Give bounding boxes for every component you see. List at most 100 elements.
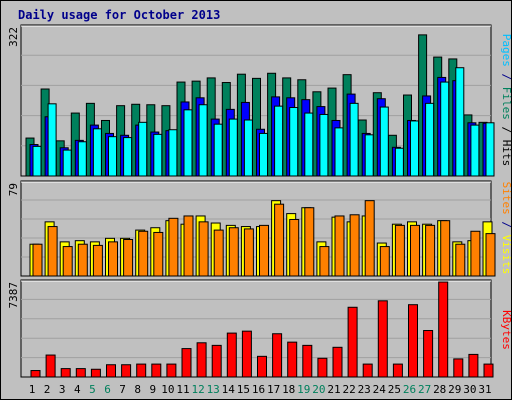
bar-sites <box>394 224 405 277</box>
bar-pages <box>183 109 193 177</box>
bar-kbytes <box>468 353 479 378</box>
bar-kbytes <box>272 333 283 378</box>
bar-sites <box>213 229 224 277</box>
bar-pages <box>228 118 238 177</box>
x-tick-label: 29 <box>448 383 461 396</box>
bar-kbytes <box>181 348 192 378</box>
bar-kbytes <box>438 281 449 378</box>
x-tick-label: 11 <box>176 383 189 396</box>
bar-kbytes <box>151 363 162 378</box>
bar-sites <box>440 220 451 277</box>
x-tick-label: 23 <box>358 383 371 396</box>
x-tick-label: 22 <box>342 383 355 396</box>
bar-kbytes <box>106 364 116 378</box>
bar-pages <box>108 136 117 177</box>
bar-sites <box>123 239 134 277</box>
bar-pages <box>274 105 284 177</box>
bar-pages <box>319 113 329 177</box>
bar-sites <box>304 207 315 277</box>
y-axis-max-label: 7387 <box>7 282 20 309</box>
bar-sites <box>168 217 179 277</box>
x-tick-label: 15 <box>237 383 250 396</box>
bar-pages <box>259 132 268 177</box>
bar-kbytes <box>317 357 328 378</box>
bar-kbytes <box>453 358 464 378</box>
bar-pages <box>410 120 419 177</box>
axis-label-part: Sites <box>500 182 512 215</box>
bar-kbytes <box>408 304 418 378</box>
x-tick-label: 31 <box>478 383 491 396</box>
x-tick-label: 2 <box>44 383 51 396</box>
bar-kbytes <box>257 355 267 378</box>
x-tick-label: 13 <box>207 383 220 396</box>
bar-sites <box>379 246 390 277</box>
bar-pages <box>485 122 495 177</box>
bar-kbytes <box>166 363 177 378</box>
bar-pages <box>47 103 57 177</box>
x-tick-label: 19 <box>297 383 310 396</box>
bar-kbytes <box>287 341 298 378</box>
bar-pages <box>92 128 102 177</box>
bar-kbytes <box>211 344 222 378</box>
bar-sites <box>289 218 300 277</box>
bar-sites <box>319 246 330 277</box>
bar-kbytes <box>483 363 494 378</box>
bar-kbytes <box>226 332 237 378</box>
bar-pages <box>123 137 133 177</box>
x-tick-label: 9 <box>149 383 156 396</box>
y-axis-max-label: 322 <box>7 27 20 47</box>
bar-kbytes <box>362 363 373 378</box>
bar-pages <box>334 127 344 177</box>
hits-files-pages-panel: 322 Pages / Files / Hits <box>7 24 512 177</box>
bar-pages <box>198 104 208 177</box>
bar-pages <box>213 123 223 177</box>
bar-pages <box>32 145 42 177</box>
kbytes-panel: 7387 KBytes <box>7 279 512 378</box>
bar-kbytes <box>332 346 343 378</box>
y-axis-max-label: 79 <box>7 183 20 196</box>
axis-label: Pages / Files / Hits <box>500 34 512 167</box>
bar-pages <box>168 129 178 177</box>
axis-label-part: / <box>500 215 512 235</box>
x-tick-label: 7 <box>119 383 126 396</box>
bar-sites <box>138 230 149 277</box>
bar-kbytes <box>392 363 403 378</box>
bar-sites <box>259 224 269 277</box>
bar-kbytes <box>136 363 147 378</box>
axis-label: KBytes <box>500 310 512 350</box>
bar-sites <box>92 244 103 277</box>
x-tick-label: 24 <box>373 383 387 396</box>
bar-sites <box>47 226 58 277</box>
axis-label-part: / <box>500 67 512 87</box>
x-tick-label: 16 <box>252 383 265 396</box>
bar-pages <box>77 141 87 177</box>
axis-label-part: Pages <box>500 34 512 67</box>
bar-sites <box>153 231 164 277</box>
x-tick-label: 1 <box>29 383 36 396</box>
x-tick-label: 6 <box>104 383 111 396</box>
x-tick-label: 30 <box>463 383 476 396</box>
axis-label-part: Files <box>500 87 512 120</box>
bar-pages <box>289 107 299 177</box>
bar-kbytes <box>377 300 388 378</box>
x-tick-label: 4 <box>74 383 81 396</box>
bar-kbytes <box>45 354 56 378</box>
bar-kbytes <box>60 368 71 378</box>
x-tick-label: 17 <box>267 383 280 396</box>
bar-kbytes <box>241 330 252 378</box>
bar-sites <box>349 214 360 277</box>
bar-sites <box>425 224 436 277</box>
axis-label: Sites / Visits <box>500 182 512 275</box>
bar-sites <box>228 227 239 277</box>
bar-kbytes <box>30 370 41 378</box>
x-tick-label: 21 <box>327 383 340 396</box>
axis-label-part: / <box>500 120 512 140</box>
bar-pages <box>425 102 435 177</box>
bar-pages <box>243 119 253 177</box>
axis-label-part: Hits <box>500 140 512 167</box>
bar-pages <box>394 147 404 177</box>
sites-visits-panel: 79 Sites / Visits <box>7 180 512 277</box>
bar-kbytes <box>196 342 207 378</box>
x-tick-label: 25 <box>388 383 401 396</box>
